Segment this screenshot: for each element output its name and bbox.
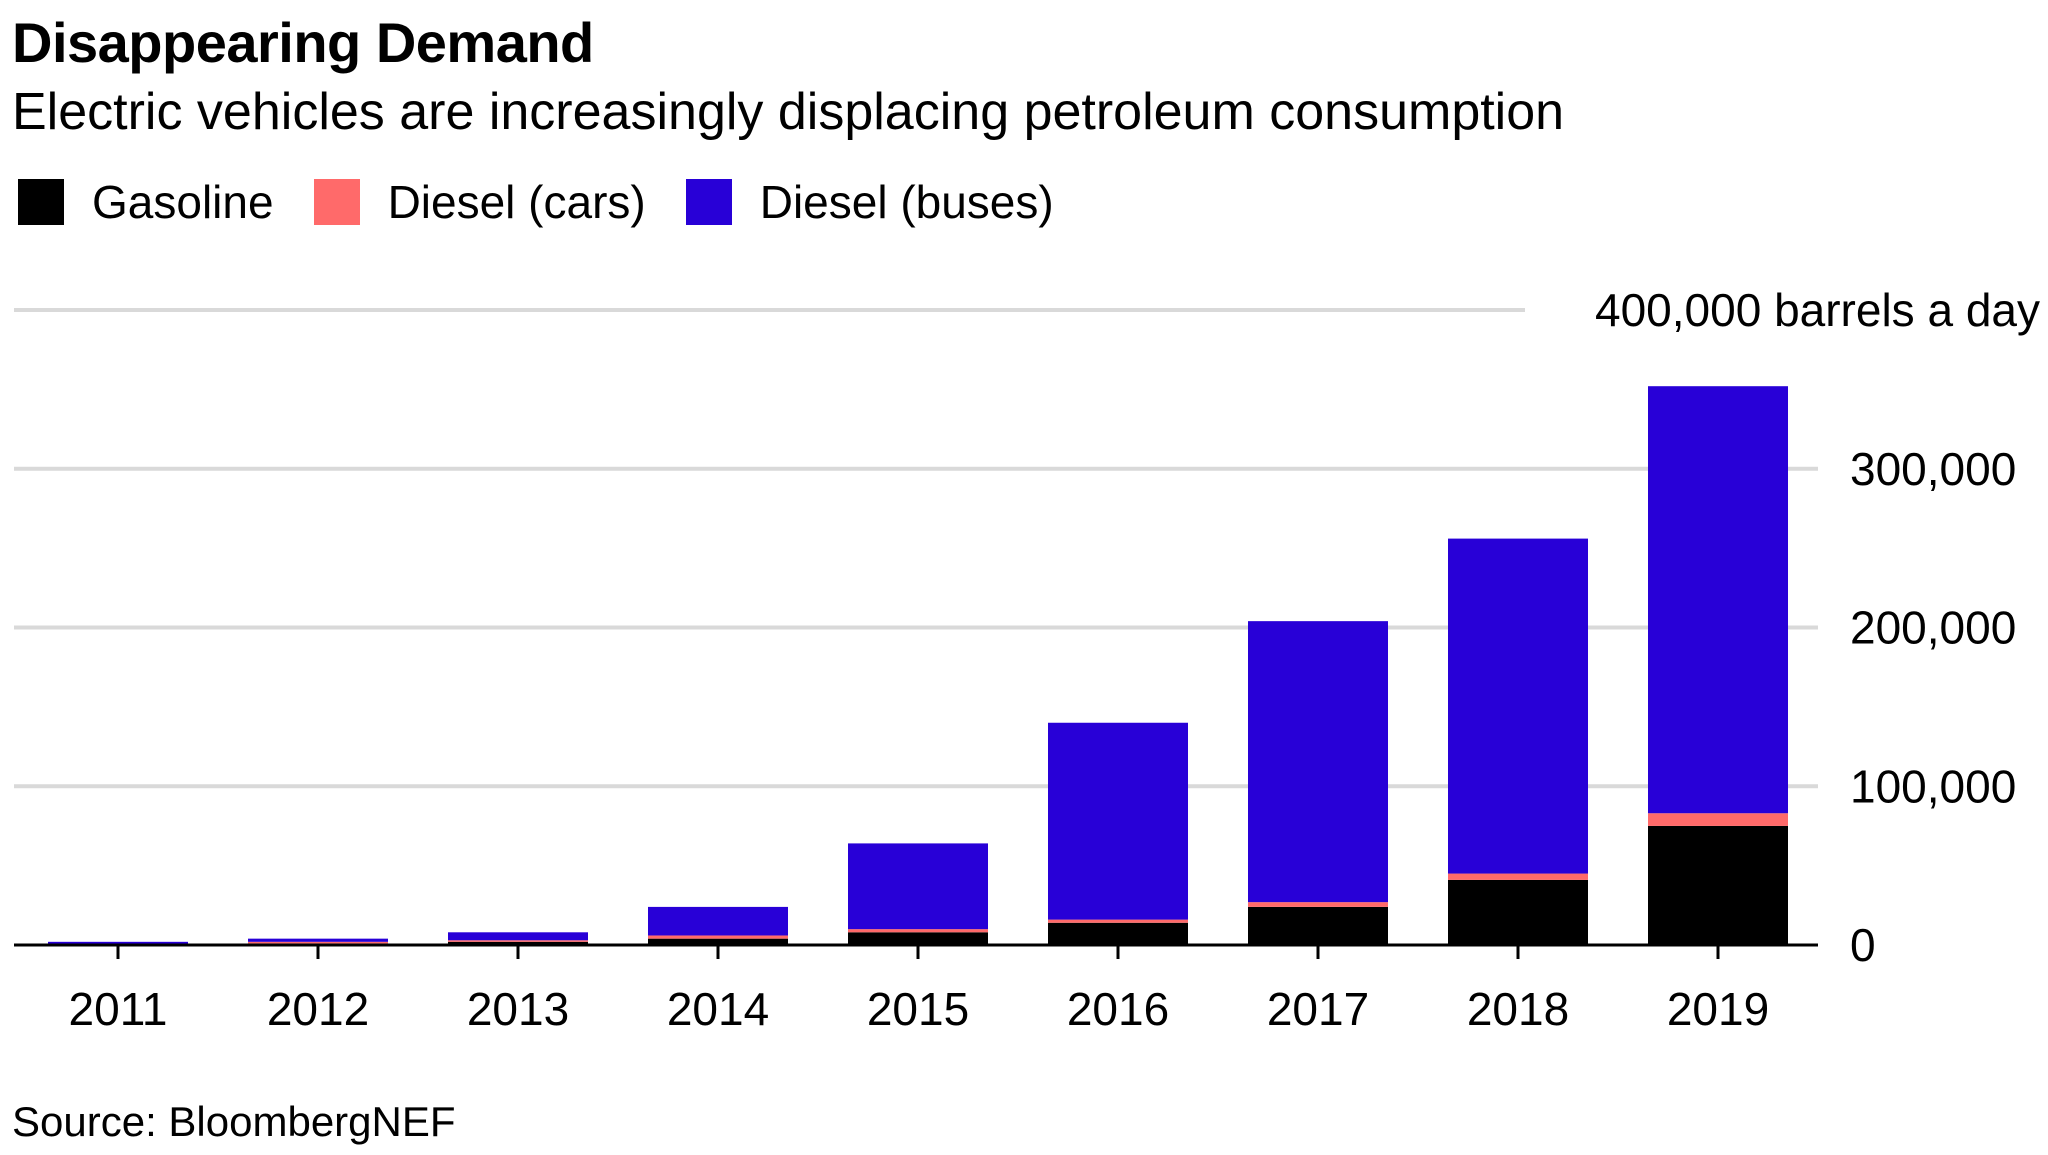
bar-segment bbox=[448, 940, 588, 942]
bar-segment bbox=[1248, 906, 1388, 945]
bar-segment bbox=[1248, 621, 1388, 903]
source-note: Source: BloombergNEF bbox=[12, 1098, 456, 1145]
x-tick-label: 2015 bbox=[867, 983, 969, 1035]
x-tick-label: 2013 bbox=[467, 983, 569, 1035]
legend-item-diesel-cars: Diesel (cars) bbox=[313, 175, 646, 229]
legend-label-diesel-cars: Diesel (cars) bbox=[387, 176, 646, 228]
y-tick-label: 400,000 barrels a day bbox=[1595, 284, 2040, 336]
bar-segment bbox=[1248, 902, 1388, 907]
chart-subtitle: Electric vehicles are increasingly displ… bbox=[12, 83, 1565, 141]
x-tick-label: 2019 bbox=[1667, 983, 1769, 1035]
legend-swatch-diesel-buses bbox=[685, 179, 732, 225]
y-tick-label: 200,000 bbox=[1850, 602, 2016, 654]
bar-segment bbox=[848, 843, 988, 930]
y-tick-label: 100,000 bbox=[1850, 760, 2016, 812]
x-tick-label: 2014 bbox=[667, 983, 769, 1035]
bar-segment bbox=[248, 938, 388, 942]
x-tick-label: 2016 bbox=[1067, 983, 1169, 1035]
bar-segment bbox=[1648, 386, 1788, 814]
bar-segment bbox=[1448, 873, 1588, 880]
bar-segment bbox=[248, 941, 388, 944]
bar-segment bbox=[448, 932, 588, 941]
x-tick-label: 2012 bbox=[267, 983, 369, 1035]
bar-segment bbox=[648, 906, 788, 936]
bar-segment bbox=[1648, 813, 1788, 826]
legend-item-diesel-buses: Diesel (buses) bbox=[685, 175, 1054, 229]
bar-segment bbox=[648, 935, 788, 939]
bar-segment bbox=[1448, 879, 1588, 945]
y-tick-label: 0 bbox=[1850, 919, 1876, 971]
bar-segment bbox=[848, 932, 988, 945]
legend: Gasoline Diesel (cars) Diesel (buses) bbox=[18, 172, 1094, 232]
x-tick-label: 2018 bbox=[1467, 983, 1569, 1035]
x-tick-label: 2011 bbox=[69, 983, 168, 1035]
bar-segment bbox=[1048, 922, 1188, 945]
bar-segment bbox=[448, 941, 588, 945]
y-tick-label: 300,000 bbox=[1850, 443, 2016, 495]
x-tick-label: 2017 bbox=[1267, 983, 1369, 1035]
bar-segment bbox=[1048, 919, 1188, 923]
bar-segment bbox=[48, 941, 188, 944]
legend-swatch-gasoline bbox=[18, 179, 64, 225]
bar-segment bbox=[648, 938, 788, 945]
bar-segment bbox=[1648, 825, 1788, 945]
bar-segment bbox=[1048, 722, 1188, 920]
legend-label-diesel-buses: Diesel (buses) bbox=[759, 176, 1054, 228]
legend-item-gasoline: Gasoline bbox=[18, 175, 274, 229]
bar-segment bbox=[848, 929, 988, 933]
chart-title: Disappearing Demand bbox=[12, 11, 594, 74]
bar-segment bbox=[1448, 538, 1588, 874]
legend-label-gasoline: Gasoline bbox=[92, 176, 274, 228]
legend-swatch-diesel-cars bbox=[313, 179, 360, 225]
